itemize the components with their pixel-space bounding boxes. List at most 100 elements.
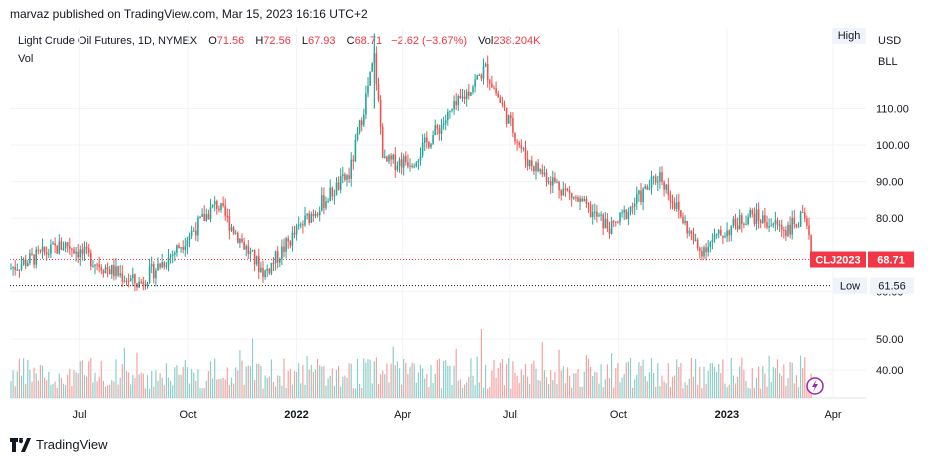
candle-body (52, 243, 54, 245)
volume-bar (251, 338, 254, 398)
candle-body (579, 198, 581, 202)
volume-bar (403, 358, 405, 398)
volume-bar (724, 383, 726, 398)
volume-bar (537, 380, 539, 398)
volume-bar (327, 378, 329, 398)
volume-bar (548, 384, 550, 398)
candle-body (272, 262, 275, 264)
candle-body (37, 249, 40, 251)
volume-bar (554, 371, 556, 398)
symbol-name[interactable]: Light Crude Oil Futures, 1D, NYMEX (18, 35, 198, 47)
candle-body (568, 190, 571, 193)
candle-body (266, 268, 268, 271)
high-value: 72.56 (263, 35, 291, 47)
candle-body (230, 227, 233, 231)
time-tick-label: Jul (73, 409, 87, 421)
candle-body (547, 181, 550, 183)
price-chart[interactable]: 110.00100.0090.0080.0070.0060.0050.0040.… (0, 0, 934, 430)
volume-bar (608, 378, 611, 398)
volume-bar (359, 383, 361, 398)
volume-bar (424, 378, 426, 398)
volume-bar (510, 388, 512, 398)
candle-body (751, 210, 754, 215)
volume-bar (743, 370, 745, 398)
candle-body (186, 240, 189, 247)
candle-body (757, 209, 760, 221)
candle-body (528, 160, 531, 167)
candle-body (121, 273, 124, 282)
candle-body (564, 188, 567, 190)
high-label: H (255, 35, 264, 47)
lightning-event-icon[interactable] (806, 377, 824, 395)
volume-bar (716, 372, 718, 398)
candle-body (279, 259, 281, 263)
volume-bar (749, 388, 751, 398)
volume-bar (191, 369, 193, 398)
volume-bar (136, 352, 138, 398)
candle-body (426, 137, 428, 142)
volume-bar (247, 365, 249, 398)
candle-body (100, 267, 103, 271)
candle-body (29, 253, 31, 264)
volume-bar (369, 359, 371, 398)
volume-bar (726, 387, 728, 398)
candle-body (314, 213, 317, 217)
candle-body (117, 266, 119, 276)
candle-body (85, 246, 88, 249)
candle-body (648, 187, 651, 190)
candle-body (388, 155, 390, 162)
candle-body (161, 262, 163, 268)
volume-bar (464, 384, 466, 398)
candle-body (709, 242, 712, 248)
volume-bar (310, 364, 312, 398)
candle-body (602, 214, 604, 229)
candle-body (247, 245, 250, 254)
candle-body (671, 201, 674, 204)
volume-bar (629, 357, 632, 398)
volume-bar (545, 377, 548, 398)
volume-bar (146, 375, 149, 398)
candle-body (797, 226, 800, 228)
grid-lines (10, 28, 866, 399)
volume-bar (653, 373, 655, 398)
price-tick-label: 90.00 (876, 177, 904, 189)
volume-bar (575, 373, 577, 398)
candle-body (489, 80, 491, 84)
volume-bar (564, 383, 566, 398)
volume-bar (140, 372, 142, 398)
volume-bar (606, 364, 608, 398)
candle-body (392, 154, 394, 160)
volume-bar (566, 367, 569, 398)
candle-body (157, 263, 159, 271)
volume-bar (411, 362, 413, 398)
candle-body (770, 225, 772, 227)
volume-bar (701, 388, 703, 398)
volume-bar (396, 361, 398, 398)
candle-body (573, 197, 575, 199)
candle-body (171, 254, 174, 256)
candle-body (623, 209, 625, 213)
candle-body (512, 117, 514, 133)
candle-body (329, 187, 331, 202)
candle-body (335, 182, 338, 196)
tradingview-logo[interactable]: TradingView (10, 437, 108, 452)
volume-tick-label: 50.00 (876, 334, 904, 346)
volume-bar (352, 388, 354, 398)
volume-bar (174, 367, 176, 398)
volume-bar (617, 363, 619, 398)
high-button[interactable]: High (832, 28, 866, 44)
volume-bar (98, 376, 100, 398)
volume-bar (394, 365, 396, 398)
candle-body (159, 263, 161, 268)
volume-bar (241, 360, 243, 398)
time-tick-label: Oct (179, 409, 196, 421)
candle-body (461, 96, 464, 98)
symbol-badge-bg (810, 251, 866, 268)
volume-bar (774, 368, 776, 398)
candle-body (787, 224, 789, 236)
volume-bar (75, 372, 77, 398)
volume-bar (734, 383, 737, 398)
candle-body (621, 212, 623, 214)
candle-body (612, 221, 615, 223)
candle-body (129, 278, 132, 281)
